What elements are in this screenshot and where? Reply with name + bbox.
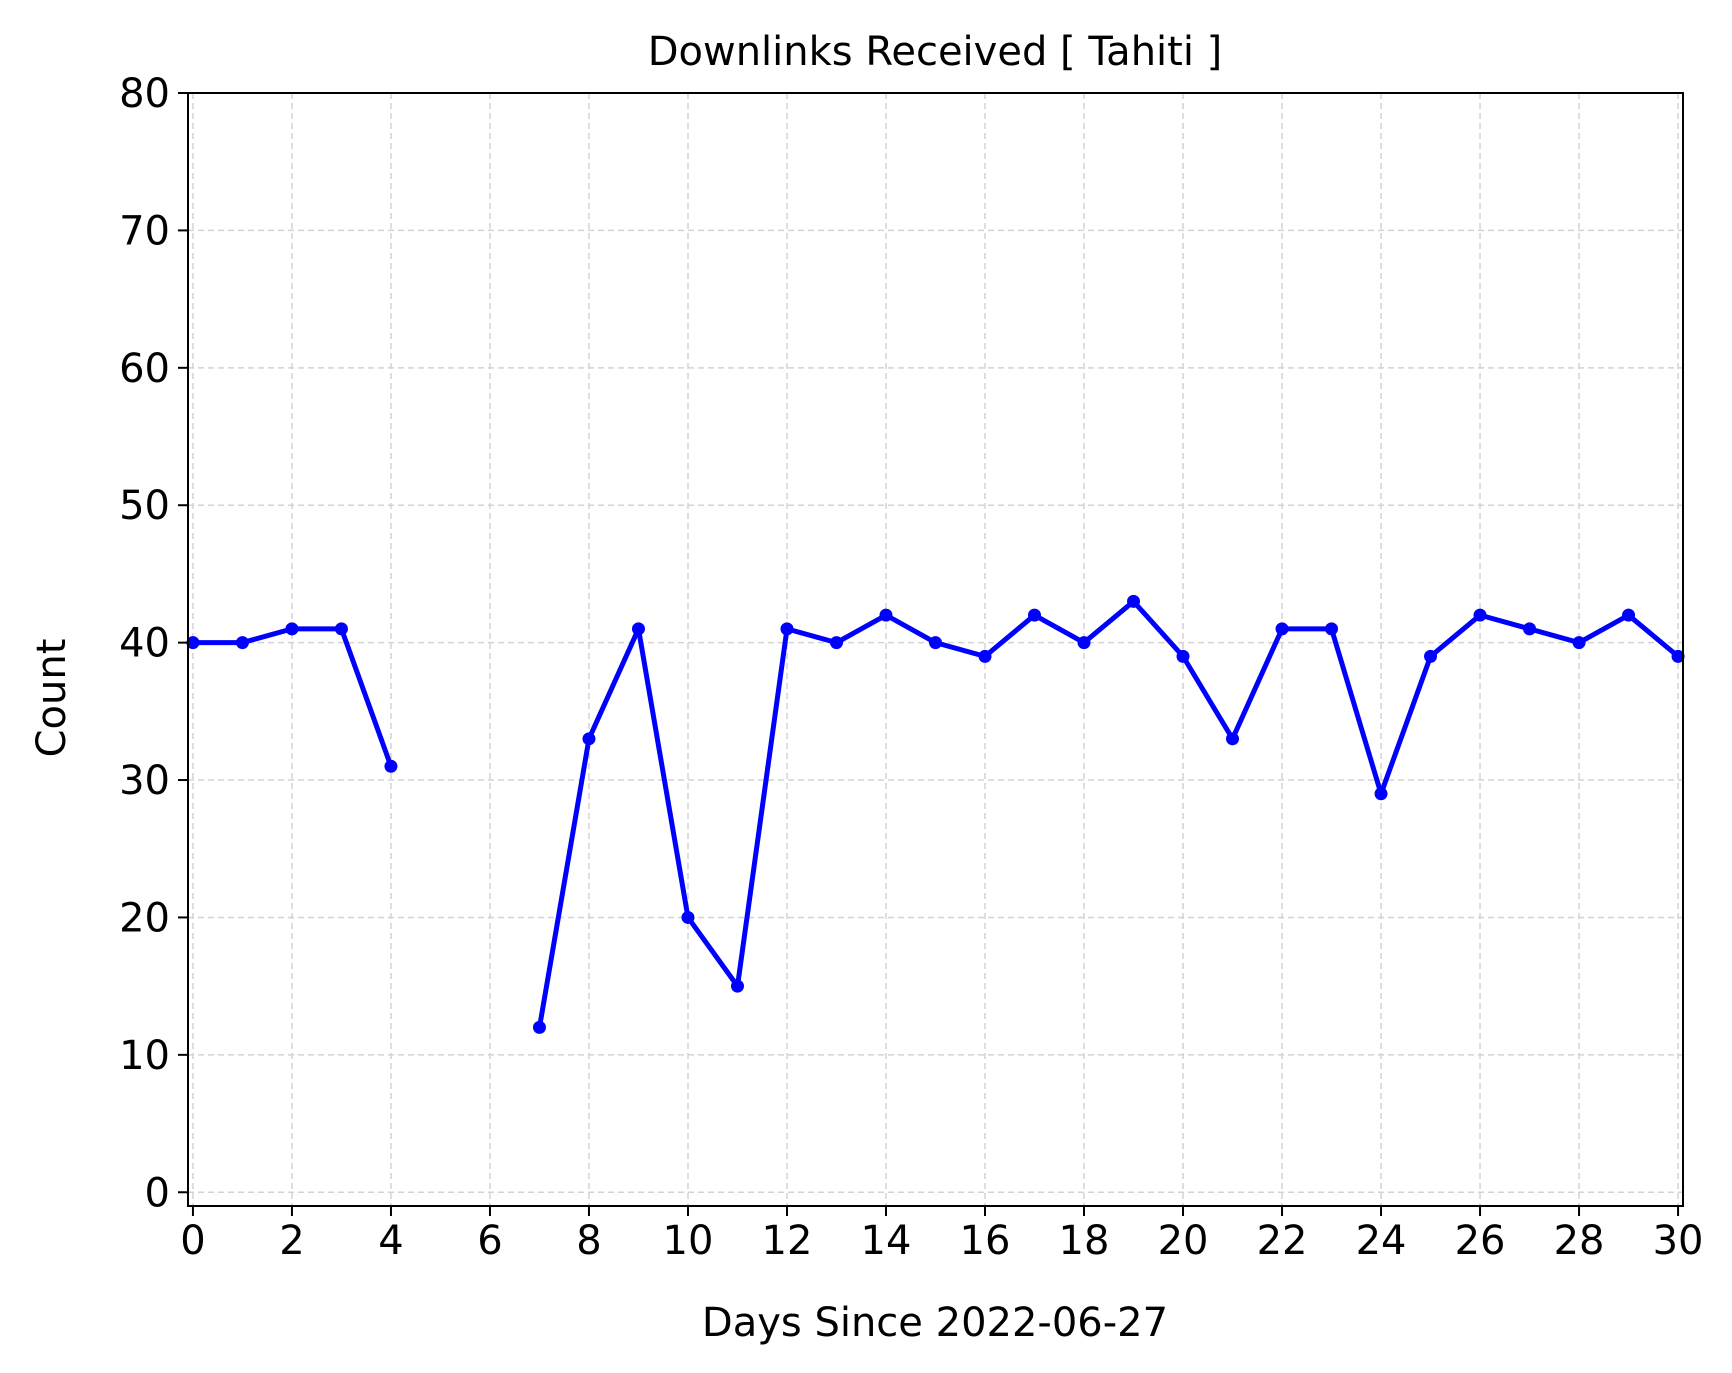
y-tick-label: 30 <box>119 758 170 804</box>
data-point <box>582 732 596 746</box>
x-tick-label: 6 <box>477 1218 502 1264</box>
x-tick-label: 12 <box>762 1218 813 1264</box>
x-tick-label: 18 <box>1059 1218 1110 1264</box>
y-tick-label: 0 <box>145 1170 170 1216</box>
x-tick-label: 16 <box>960 1218 1011 1264</box>
x-tick-label: 2 <box>279 1218 304 1264</box>
data-point <box>780 622 794 636</box>
data-point <box>631 622 645 636</box>
chart-title: Downlinks Received [ Tahiti ] <box>648 29 1223 75</box>
data-point <box>186 636 200 650</box>
x-tick-label: 28 <box>1554 1218 1605 1264</box>
data-point <box>1226 732 1240 746</box>
data-point <box>879 608 893 622</box>
data-point <box>532 1020 546 1034</box>
data-point <box>929 636 942 650</box>
y-axis-label: Count <box>29 639 75 758</box>
data-point <box>1523 622 1537 636</box>
series-layer <box>186 594 1685 1034</box>
data-point <box>1572 636 1586 650</box>
data-point <box>1028 608 1042 622</box>
series-line <box>537 598 1680 1028</box>
y-tick-label: 80 <box>119 71 170 117</box>
data-point <box>1275 622 1289 636</box>
x-tick-label: 20 <box>1158 1218 1209 1264</box>
grid <box>188 92 1683 1206</box>
data-point <box>1622 608 1636 622</box>
data-point <box>730 979 744 993</box>
data-point <box>978 649 992 663</box>
data-point <box>384 759 398 773</box>
data-point <box>1671 649 1685 663</box>
y-tick-label: 20 <box>119 895 170 941</box>
data-point <box>1473 608 1487 622</box>
data-point <box>1424 649 1438 663</box>
x-tick-label: 0 <box>180 1218 205 1264</box>
x-tick-label: 30 <box>1653 1218 1704 1264</box>
y-tick-label: 10 <box>119 1033 170 1079</box>
x-tick-label: 22 <box>1257 1218 1308 1264</box>
x-tick-label: 10 <box>663 1218 714 1264</box>
x-axis-label: Days Since 2022-06-27 <box>702 1300 1168 1346</box>
y-tick-label: 50 <box>119 483 170 529</box>
data-point <box>681 910 695 924</box>
y-tick-label: 40 <box>119 621 170 667</box>
plot-frame <box>187 92 1684 1207</box>
data-point <box>1077 636 1091 650</box>
x-tick-label: 26 <box>1455 1218 1506 1264</box>
ticks: 0 2 4 6 8 10 12 14 16 18 20 22 24 26 28 300102030405060… <box>119 71 1703 1264</box>
data-point <box>334 622 348 636</box>
data-point <box>1325 622 1339 636</box>
y-tick-label: 70 <box>119 208 170 254</box>
y-tick-label: 60 <box>119 346 170 392</box>
data-point <box>1374 787 1388 801</box>
x-tick-label: 24 <box>1356 1218 1407 1264</box>
x-tick-label: 14 <box>861 1218 912 1264</box>
data-point <box>285 622 299 636</box>
data-point <box>235 636 249 650</box>
data-point <box>1127 594 1141 608</box>
data-point <box>829 636 843 650</box>
x-tick-label: 8 <box>576 1218 601 1264</box>
x-tick-label: 4 <box>378 1218 403 1264</box>
data-point <box>1176 649 1190 663</box>
